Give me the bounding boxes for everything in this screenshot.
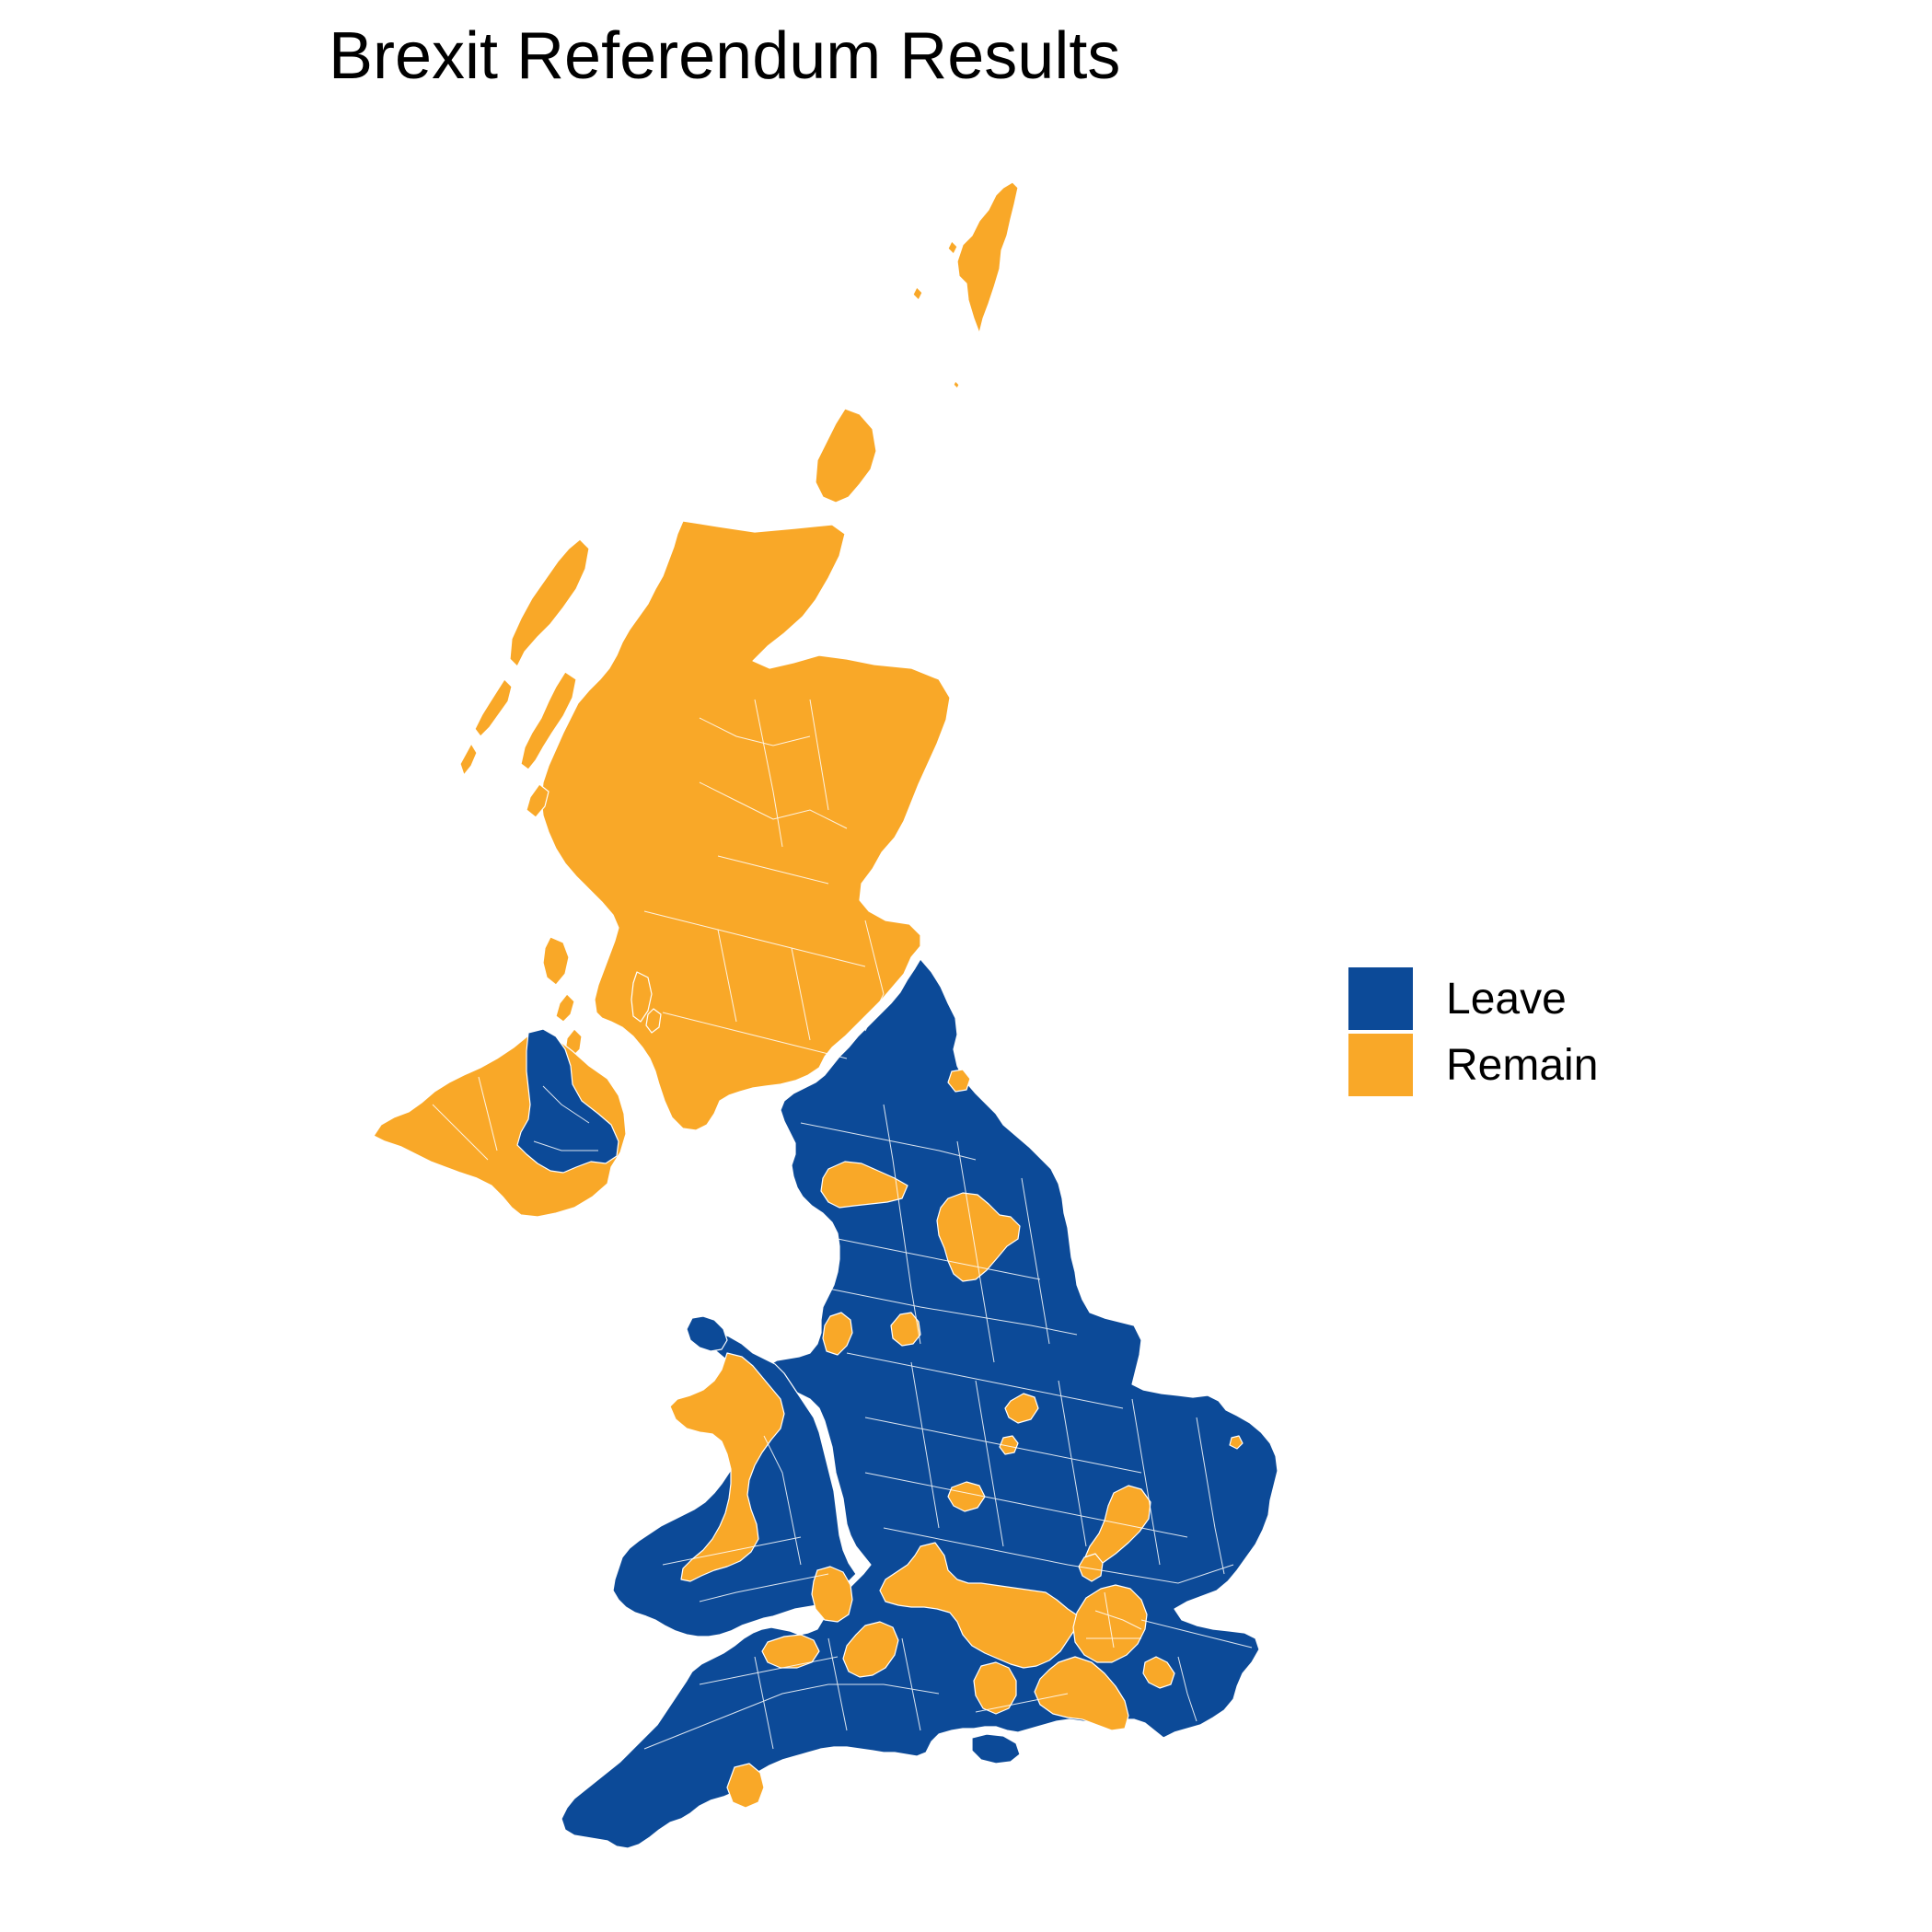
region-warwick xyxy=(947,1481,986,1512)
region-norwich xyxy=(1229,1435,1244,1450)
legend-item-leave: Leave xyxy=(1348,966,1598,1031)
map-title: Brexit Referendum Results xyxy=(329,19,1121,93)
region-harrogate-york xyxy=(936,1192,1021,1282)
region-ni-east xyxy=(516,1028,619,1174)
legend: Leave Remain xyxy=(1348,966,1598,1099)
region-manchester-trafford xyxy=(890,1312,921,1347)
district-boundaries xyxy=(432,699,1253,1750)
region-winchester xyxy=(973,1661,1017,1715)
legend-label-leave: Leave xyxy=(1446,974,1567,1024)
region-cambridge xyxy=(1083,1485,1151,1568)
regions-layer xyxy=(373,181,1278,1849)
region-monmouthshire xyxy=(811,1566,853,1623)
legend-label-remain: Remain xyxy=(1446,1040,1599,1090)
region-bristol-bath xyxy=(842,1621,899,1678)
region-oxford-thames-valley xyxy=(879,1542,1080,1669)
region-outer-hebrides xyxy=(509,538,590,667)
region-anglesey xyxy=(686,1315,728,1352)
region-isle-of-wight xyxy=(971,1733,1021,1764)
legend-item-remain: Remain xyxy=(1348,1033,1598,1097)
region-newcastle xyxy=(947,1069,971,1093)
legend-swatch-remain xyxy=(1348,1034,1413,1096)
region-gwynedd-ceredigion xyxy=(669,1352,785,1582)
region-nottingham xyxy=(1004,1393,1039,1424)
region-st-albans xyxy=(1078,1553,1104,1582)
region-leicester xyxy=(999,1435,1019,1455)
region-liverpool-wirral xyxy=(822,1312,853,1356)
region-surrey-sussex xyxy=(1034,1656,1129,1731)
region-shetland xyxy=(956,181,1019,334)
region-canterbury xyxy=(1142,1656,1175,1689)
region-orkney xyxy=(815,408,877,503)
region-exeter xyxy=(726,1763,765,1809)
region-carlisle-area xyxy=(820,1161,908,1209)
legend-swatch-leave xyxy=(1348,967,1413,1030)
